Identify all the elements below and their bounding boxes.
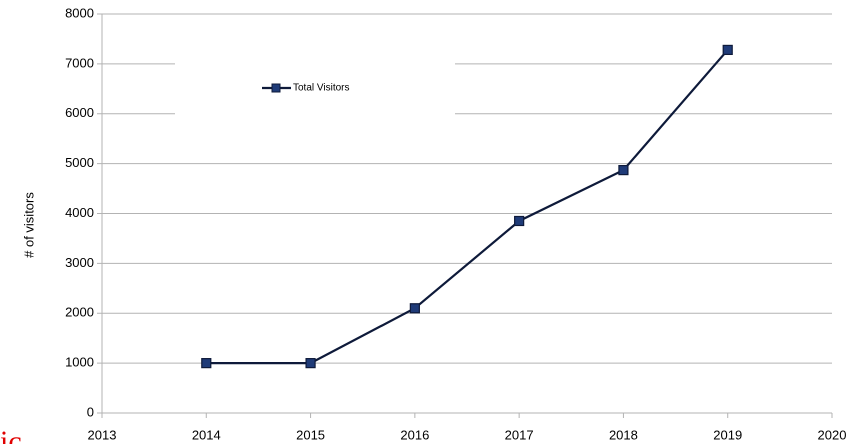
x-tick-label: 2014 [192, 427, 221, 442]
y-tick-label: 3000 [65, 255, 94, 270]
legend-marker [271, 83, 281, 93]
annotation: ic [0, 425, 22, 444]
x-tick-label: 2015 [296, 427, 325, 442]
marker [722, 44, 733, 56]
marker [514, 215, 525, 227]
x-tick-label: 2018 [609, 427, 638, 442]
y-tick-label: 7000 [65, 55, 94, 70]
y-tick-label: 1000 [65, 355, 94, 370]
marker [618, 165, 629, 176]
marker [201, 358, 212, 369]
y-tick-label: 0 [87, 404, 94, 419]
marker [409, 303, 420, 314]
y-tick-label: 4000 [65, 205, 94, 220]
marker [305, 358, 316, 369]
y-tick-label: 6000 [65, 105, 94, 120]
x-tick-label: 2017 [505, 427, 534, 442]
y-axis-label: # of visitors [21, 192, 36, 258]
x-tick-label: 2019 [713, 427, 742, 442]
x-tick-label: 2016 [400, 427, 429, 442]
series-line [206, 49, 729, 365]
y-tick-label: 5000 [65, 155, 94, 170]
legend: Total Visitors [175, 55, 455, 122]
legend-box [175, 55, 455, 122]
y-tick-label: 8000 [65, 5, 94, 20]
x-tick-label: 2013 [88, 427, 117, 442]
x-tick-label: 2020 [818, 427, 847, 442]
legend-label: Total Visitors [293, 83, 350, 94]
y-tick-label: 2000 [65, 305, 94, 320]
